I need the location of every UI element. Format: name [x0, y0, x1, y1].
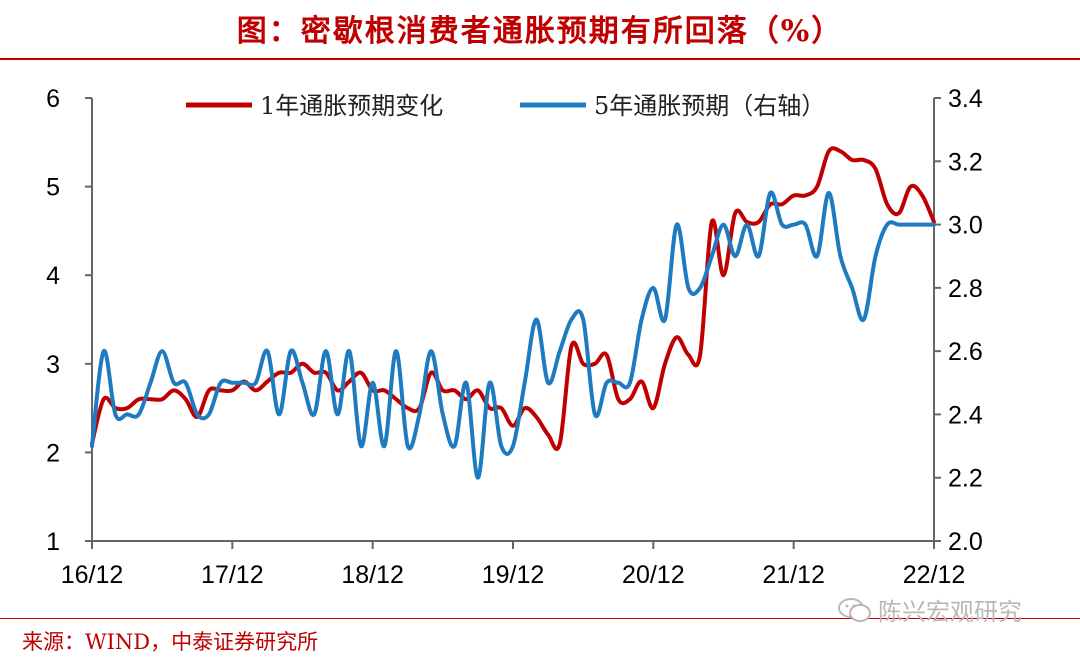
x-tick-label: 19/12: [482, 561, 545, 589]
title-rule: [0, 58, 1080, 60]
source-note: 来源：WIND，中泰证券研究所: [22, 630, 319, 654]
y-right-tick-label: 3.0: [948, 212, 983, 240]
y-right-tick-label: 3.2: [948, 148, 983, 176]
y-right-tick-label: 2.2: [948, 465, 983, 493]
chart-title: 图：密歇根消费者通胀预期有所回落（%）: [236, 14, 844, 49]
x-tick-label: 21/12: [762, 561, 825, 589]
x-tick-label: 22/12: [903, 561, 966, 589]
series-line-1y-inflation: [90, 146, 936, 451]
y-right-tick-label: 2.4: [948, 401, 983, 429]
legend-label: 1年通胀预期变化: [260, 92, 443, 120]
x-tick-label: 16/12: [61, 561, 124, 589]
wechat-icon: [838, 597, 871, 622]
legend-label: 5年通胀预期（右轴）: [594, 92, 825, 120]
watermark-text: 陈兴宏观研究: [878, 598, 1022, 626]
y-left-tick-label: 2: [46, 439, 60, 467]
x-tick-label: 18/12: [341, 561, 404, 589]
y-left-tick-label: 1: [46, 528, 60, 556]
y-left-tick-label: 6: [46, 85, 60, 113]
y-right-tick-label: 2.6: [948, 338, 983, 366]
axes-group: 1 2 3 4 5 6 2.0 2.2 2.4 2.6 2.8 3.0 3.2 3.4 16/12 17/12…: [46, 85, 983, 589]
source-rule: [0, 618, 1080, 619]
y-left-tick-label: 5: [46, 174, 60, 202]
y-right-tick-label: 3.4: [948, 85, 983, 113]
series-group: [90, 146, 936, 480]
x-tick-label: 17/12: [201, 561, 264, 589]
series-line-5y-inflation: [90, 190, 936, 480]
y-left-tick-label: 4: [46, 262, 60, 290]
y-left-tick-label: 3: [46, 351, 60, 379]
x-tick-label: 20/12: [622, 561, 685, 589]
watermark: 陈兴宏观研究: [838, 592, 1022, 627]
legend: 1年通胀预期变化 5年通胀预期（右轴）: [186, 92, 825, 120]
y-right-tick-label: 2.0: [948, 528, 983, 556]
y-right-tick-label: 2.8: [948, 275, 983, 303]
